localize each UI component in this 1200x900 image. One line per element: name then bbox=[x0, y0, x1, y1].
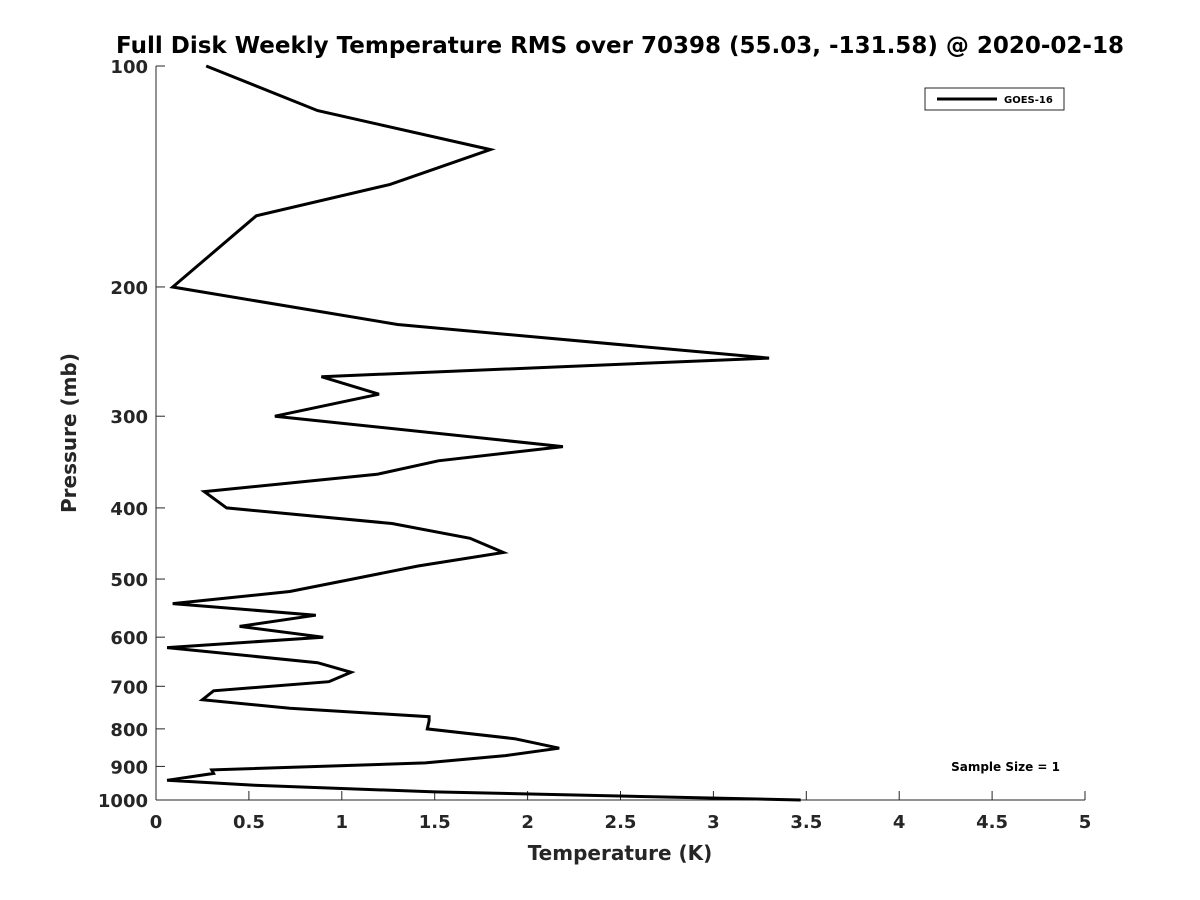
y-tick-label: 400 bbox=[110, 499, 148, 520]
legend: GOES-16 bbox=[924, 87, 1065, 111]
y-axis-ticks: 100 200 300 400 500 600 700 800 900 1000 bbox=[98, 57, 165, 812]
y-tick-label: 200 bbox=[110, 278, 148, 299]
y-tick-label: 100 bbox=[110, 57, 148, 78]
y-tick-label: 300 bbox=[110, 407, 148, 428]
series-line-goes-16 bbox=[166, 64, 801, 802]
x-tick-label: 0 bbox=[150, 812, 163, 833]
x-tick-label: 2 bbox=[521, 812, 534, 833]
x-tick-label: 2.5 bbox=[605, 812, 637, 833]
plot-area bbox=[156, 66, 1085, 800]
y-axis-label: Pressure (mb) bbox=[57, 353, 81, 513]
y-tick-label: 500 bbox=[110, 570, 148, 591]
x-tick-label: 3 bbox=[707, 812, 720, 833]
y-tick-label: 700 bbox=[110, 677, 148, 698]
x-axis-label: Temperature (K) bbox=[528, 841, 713, 865]
y-tick-label: 900 bbox=[110, 757, 148, 778]
y-tick-label: 800 bbox=[110, 720, 148, 741]
x-tick-label: 4.5 bbox=[976, 812, 1008, 833]
x-tick-label: 1.5 bbox=[419, 812, 451, 833]
x-axis-ticks: 0 0.5 1 1.5 2 2.5 3 3.5 4 4.5 5 bbox=[150, 791, 1092, 833]
x-tick-label: 3.5 bbox=[790, 812, 822, 833]
y-tick-label: 1000 bbox=[98, 791, 148, 812]
chart-title: Full Disk Weekly Temperature RMS over 70… bbox=[116, 33, 1124, 59]
series-layer bbox=[166, 64, 801, 802]
x-tick-label: 4 bbox=[893, 812, 906, 833]
y-tick-label: 600 bbox=[110, 628, 148, 649]
x-tick-label: 1 bbox=[336, 812, 349, 833]
sample-size-annotation: Sample Size = 1 bbox=[951, 760, 1060, 774]
x-tick-label: 0.5 bbox=[233, 812, 265, 833]
legend-label-goes-16: GOES-16 bbox=[1004, 95, 1053, 106]
x-tick-label: 5 bbox=[1079, 812, 1092, 833]
